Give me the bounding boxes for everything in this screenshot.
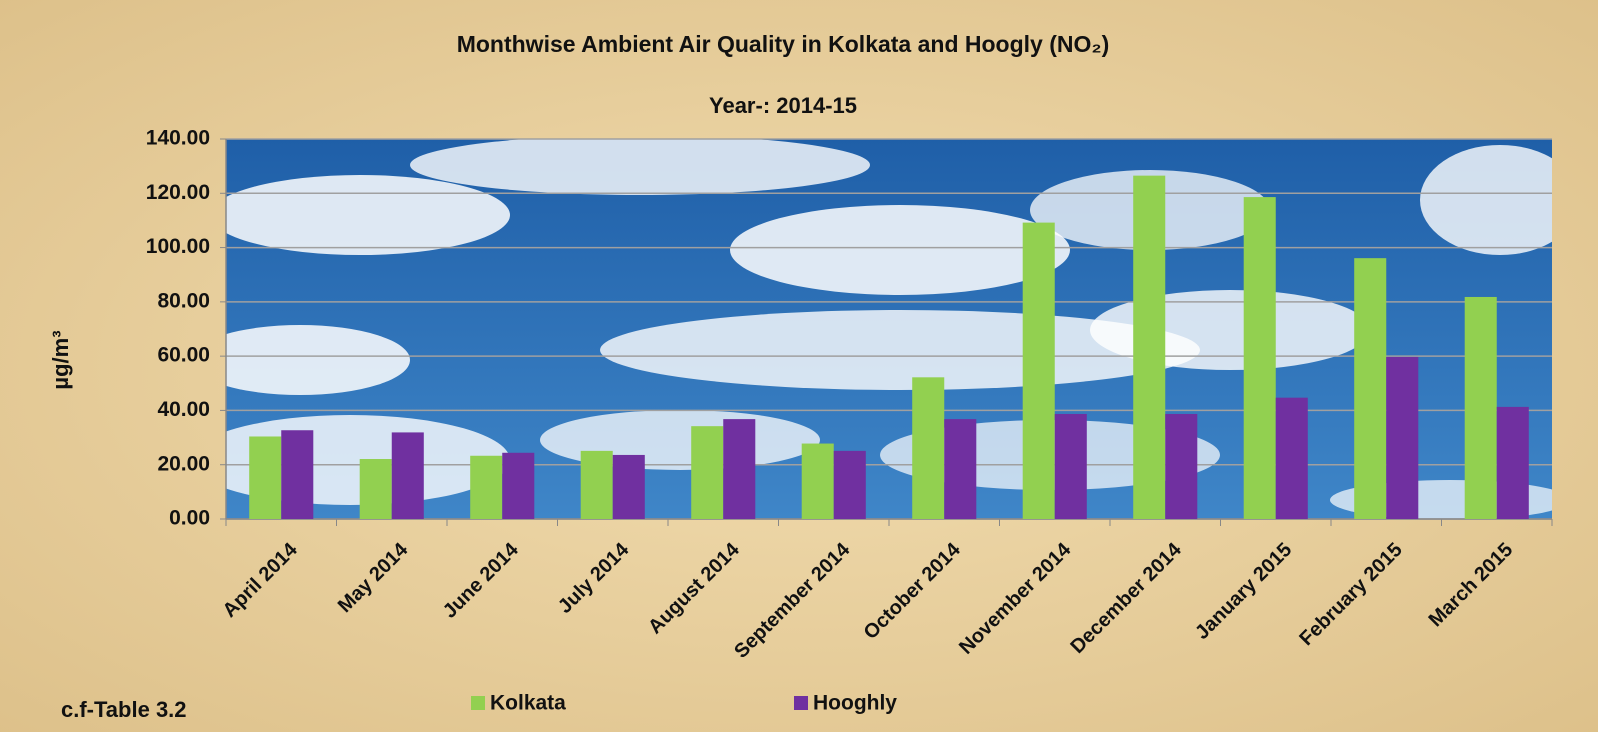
bar: [1243, 197, 1276, 520]
bar: [1275, 397, 1308, 519]
y-axis-label: µg/m³: [48, 330, 73, 389]
cloud: [226, 175, 510, 255]
bar: [249, 436, 282, 519]
legend-label: Kolkata: [490, 692, 566, 715]
bar: [1054, 413, 1087, 519]
bar: [1354, 258, 1387, 519]
bar: [944, 419, 977, 519]
bar: [612, 454, 645, 519]
y-tick-label: 120.00: [146, 181, 210, 204]
footnote: c.f-Table 3.2: [61, 697, 187, 722]
bar: [391, 432, 424, 519]
bar: [1133, 175, 1166, 519]
cloud: [1420, 145, 1552, 255]
y-tick-label: 0.00: [169, 507, 210, 530]
legend-swatch: [471, 696, 485, 710]
bar: [1464, 296, 1497, 519]
bar: [912, 377, 945, 519]
bar: [1165, 413, 1198, 519]
legend-label: Hooghly: [813, 692, 897, 715]
y-tick-label: 100.00: [146, 235, 210, 258]
bar: [1022, 222, 1055, 519]
bar: [723, 419, 756, 519]
bar: [1496, 406, 1529, 519]
y-tick-label: 20.00: [157, 452, 210, 475]
y-tick-label: 140.00: [146, 127, 210, 150]
cloud: [226, 415, 510, 505]
bar: [470, 455, 503, 519]
cloud: [730, 205, 1070, 295]
chart-title: Monthwise Ambient Air Quality in Kolkata…: [457, 31, 1110, 57]
cloud: [226, 325, 410, 395]
y-tick-label: 80.00: [157, 289, 210, 312]
bar: [359, 459, 392, 519]
cloud: [410, 139, 870, 195]
chart-subtitle: Year-: 2014-15: [709, 93, 857, 118]
bar: [502, 452, 535, 519]
bar: [1386, 356, 1419, 519]
legend-swatch: [794, 696, 808, 710]
bar: [580, 450, 613, 519]
bar: [281, 430, 314, 519]
bar: [833, 450, 866, 519]
bar: [691, 426, 724, 519]
y-tick-label: 40.00: [157, 398, 210, 421]
y-tick-label: 60.00: [157, 344, 210, 367]
bar: [801, 443, 834, 519]
